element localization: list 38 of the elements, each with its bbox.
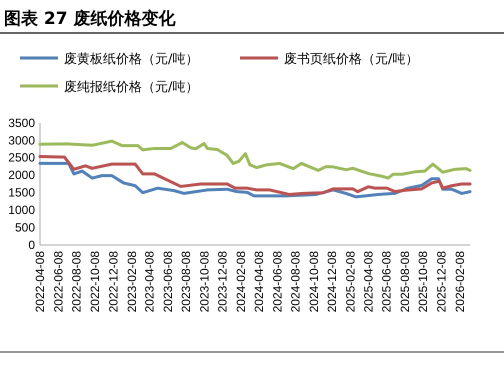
x-tick-label: 2023-08-08 <box>179 250 194 312</box>
x-tick-label: 2025-08-08 <box>398 250 412 312</box>
x-tick-label: 2025-10-08 <box>416 250 430 312</box>
y-tick-label: 0 <box>28 238 36 252</box>
x-tick-label: 2022-12-08 <box>106 250 120 312</box>
x-tick-label: 2026-02-08 <box>453 250 468 312</box>
line-series <box>38 140 472 180</box>
y-tick-label: 2500 <box>8 150 36 165</box>
x-tick-label: 2024-12-08 <box>325 250 340 312</box>
y-tick-label: 1000 <box>8 202 36 217</box>
legend-label: 废书页纸价格（元/吨） <box>284 52 418 67</box>
x-tick-label: 2023-12-08 <box>216 250 230 312</box>
y-tick-label: 3000 <box>8 133 36 148</box>
x-tick-label: 2023-10-08 <box>197 250 212 312</box>
x-tick-label: 2024-02-08 <box>234 250 248 312</box>
line-series <box>38 154 472 196</box>
chart-title: 图表 27 废纸价格变化 <box>4 9 176 29</box>
x-tick-label: 2024-08-08 <box>288 250 303 312</box>
x-tick-label: 2024-10-08 <box>306 250 321 312</box>
x-tick-label: 2022-04-08 <box>33 250 48 312</box>
y-tick-label: 500 <box>14 220 36 234</box>
x-tick-label: 2022-08-08 <box>70 250 84 312</box>
x-tick-label: 2024-04-08 <box>252 250 266 312</box>
x-tick-label: 2022-06-08 <box>51 250 66 312</box>
legend-label: 废黄板纸价格（元/吨） <box>64 52 198 67</box>
legend-label: 废纯报纸价格（元/吨） <box>64 80 198 95</box>
x-tick-label: 2025-04-08 <box>361 250 376 312</box>
x-tick-label: 2023-02-08 <box>124 250 139 312</box>
y-tick-label: 2000 <box>8 168 36 182</box>
x-tick-label: 2022-10-08 <box>88 250 102 312</box>
x-tick-label: 2025-12-08 <box>434 250 448 312</box>
y-tick-label: 3500 <box>8 116 36 130</box>
x-tick-label: 2023-06-08 <box>160 250 175 312</box>
x-tick-label: 2025-06-08 <box>380 250 394 312</box>
x-tick-label: 2023-04-08 <box>142 250 156 312</box>
x-tick-label: 2024-06-08 <box>270 250 284 312</box>
x-tick-label: 2025-02-08 <box>344 250 358 312</box>
y-tick-label: 1500 <box>8 186 36 200</box>
